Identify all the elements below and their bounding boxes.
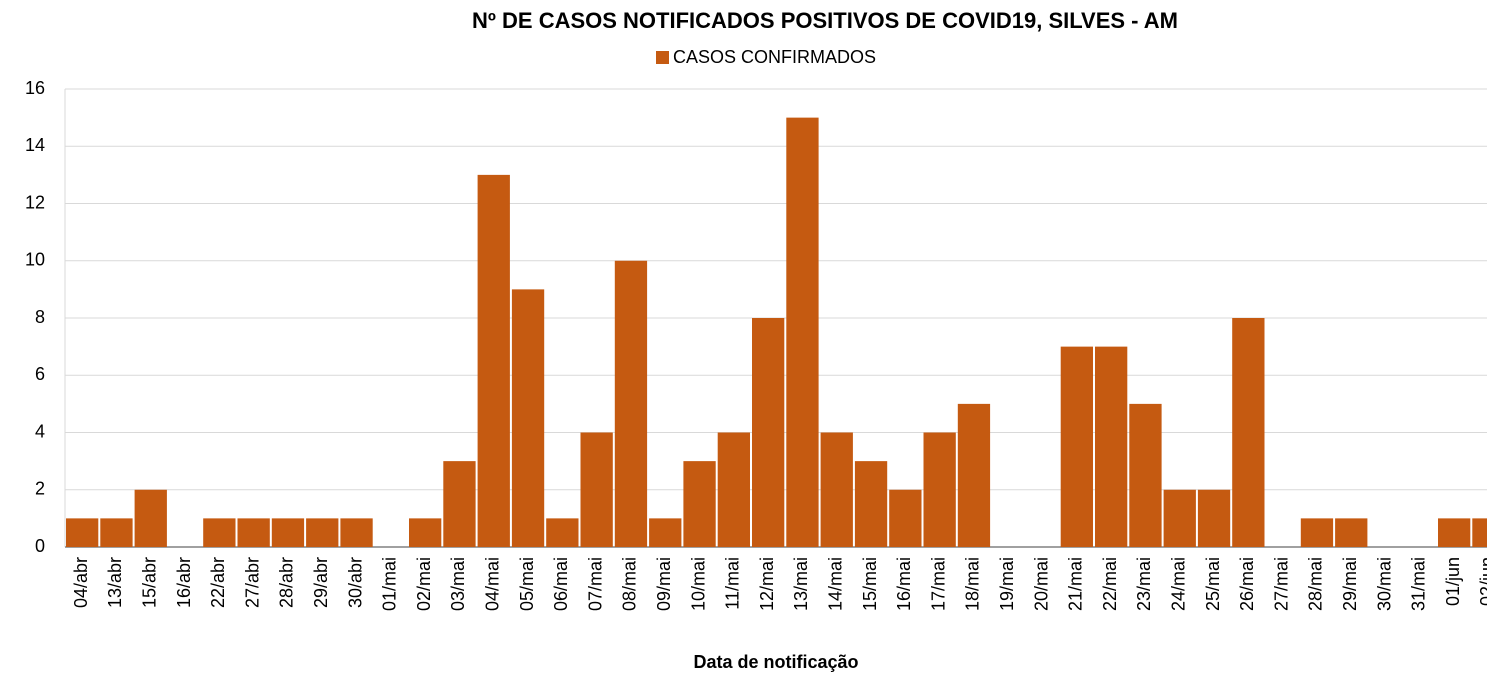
bar	[649, 518, 682, 547]
x-tick-label: 21/mai	[1066, 557, 1086, 611]
bar	[1472, 518, 1487, 547]
y-tick-label: 0	[35, 536, 45, 556]
x-tick-label: 19/mai	[997, 557, 1017, 611]
y-tick-label: 8	[35, 307, 45, 327]
bar	[1197, 489, 1231, 547]
x-tick-label: 13/mai	[791, 557, 811, 611]
x-axis-label: Data de notificação	[693, 652, 858, 672]
bar	[271, 518, 305, 547]
x-tick-label: 11/mai	[723, 557, 743, 610]
x-tick-label: 25/mai	[1203, 557, 1223, 611]
y-tick-label: 10	[25, 250, 45, 270]
x-tick-label: 12/mai	[757, 557, 777, 611]
bar	[1129, 403, 1162, 547]
bar	[786, 117, 819, 547]
bar	[100, 518, 133, 547]
bar	[957, 403, 991, 547]
legend-label: CASOS CONFIRMADOS	[673, 47, 876, 67]
x-tick-label: 30/mai	[1374, 557, 1394, 611]
bar	[306, 518, 339, 547]
x-tick-label: 16/mai	[894, 557, 914, 611]
x-tick-label: 01/jun	[1443, 557, 1463, 606]
bar	[820, 432, 853, 547]
y-tick-label: 2	[35, 479, 45, 499]
x-tick-label: 10/mai	[688, 557, 708, 611]
bar	[237, 518, 270, 547]
y-tick-label: 12	[25, 192, 45, 212]
x-tick-label: 30/abr	[345, 557, 365, 608]
bar	[1232, 318, 1265, 547]
bar	[923, 432, 956, 547]
x-tick-label: 29/abr	[311, 557, 331, 608]
x-tick-label: 28/abr	[277, 557, 297, 608]
x-tick-label: 15/abr	[140, 557, 160, 608]
bar	[580, 432, 613, 547]
x-tick-label: 04/abr	[71, 557, 91, 608]
bar	[546, 518, 579, 547]
bar	[1300, 518, 1334, 547]
bar	[134, 489, 167, 547]
bar	[203, 518, 236, 547]
x-tick-label: 17/mai	[928, 557, 948, 611]
x-tick-label: 22/abr	[208, 557, 228, 608]
chart-title: Nº DE CASOS NOTIFICADOS POSITIVOS DE COV…	[472, 8, 1178, 33]
bar	[717, 432, 750, 547]
bar	[614, 260, 648, 547]
legend-swatch	[656, 51, 669, 64]
bar	[443, 461, 476, 547]
x-tick-label: 16/abr	[174, 557, 194, 608]
bar	[340, 518, 373, 547]
bar	[66, 518, 99, 547]
bar	[1095, 346, 1128, 547]
bar	[1335, 518, 1368, 547]
bar	[889, 489, 922, 547]
bar	[1438, 518, 1471, 547]
x-tick-label: 08/mai	[620, 557, 640, 611]
x-tick-label: 22/mai	[1100, 557, 1120, 611]
x-tick-label: 03/mai	[448, 557, 468, 611]
y-tick-label: 6	[35, 364, 45, 384]
x-tick-label: 14/mai	[826, 557, 846, 611]
bar	[683, 461, 716, 547]
x-tick-label: 29/mai	[1340, 557, 1360, 611]
x-tick-label: 02/jun	[1477, 557, 1487, 606]
bar	[477, 174, 510, 547]
x-tick-label: 06/mai	[551, 557, 571, 611]
x-tick-label: 31/mai	[1409, 557, 1429, 611]
bar	[1163, 489, 1196, 547]
x-tick-label: 28/mai	[1306, 557, 1326, 611]
bar	[409, 518, 442, 547]
y-tick-label: 14	[25, 135, 45, 155]
x-tick-label: 20/mai	[1031, 557, 1051, 611]
x-tick-label: 01/mai	[380, 557, 400, 611]
bar	[752, 318, 785, 547]
x-tick-label: 02/mai	[414, 557, 434, 611]
x-tick-label: 04/mai	[483, 557, 503, 611]
bar	[511, 289, 545, 547]
x-tick-label: 07/mai	[585, 557, 605, 611]
x-tick-label: 23/mai	[1134, 557, 1154, 611]
x-tick-label: 09/mai	[654, 557, 674, 611]
x-tick-label: 26/mai	[1237, 557, 1257, 611]
bar	[1060, 346, 1093, 547]
y-tick-label: 16	[25, 78, 45, 98]
x-tick-label: 18/mai	[963, 557, 983, 611]
x-tick-label: 24/mai	[1169, 557, 1189, 611]
x-tick-label: 27/abr	[242, 557, 262, 608]
x-tick-label: 13/abr	[105, 557, 125, 608]
x-tick-label: 27/mai	[1271, 557, 1291, 611]
bar	[854, 461, 888, 547]
x-tick-label: 05/mai	[517, 557, 537, 611]
y-tick-label: 4	[35, 421, 45, 441]
x-tick-label: 15/mai	[860, 557, 880, 611]
